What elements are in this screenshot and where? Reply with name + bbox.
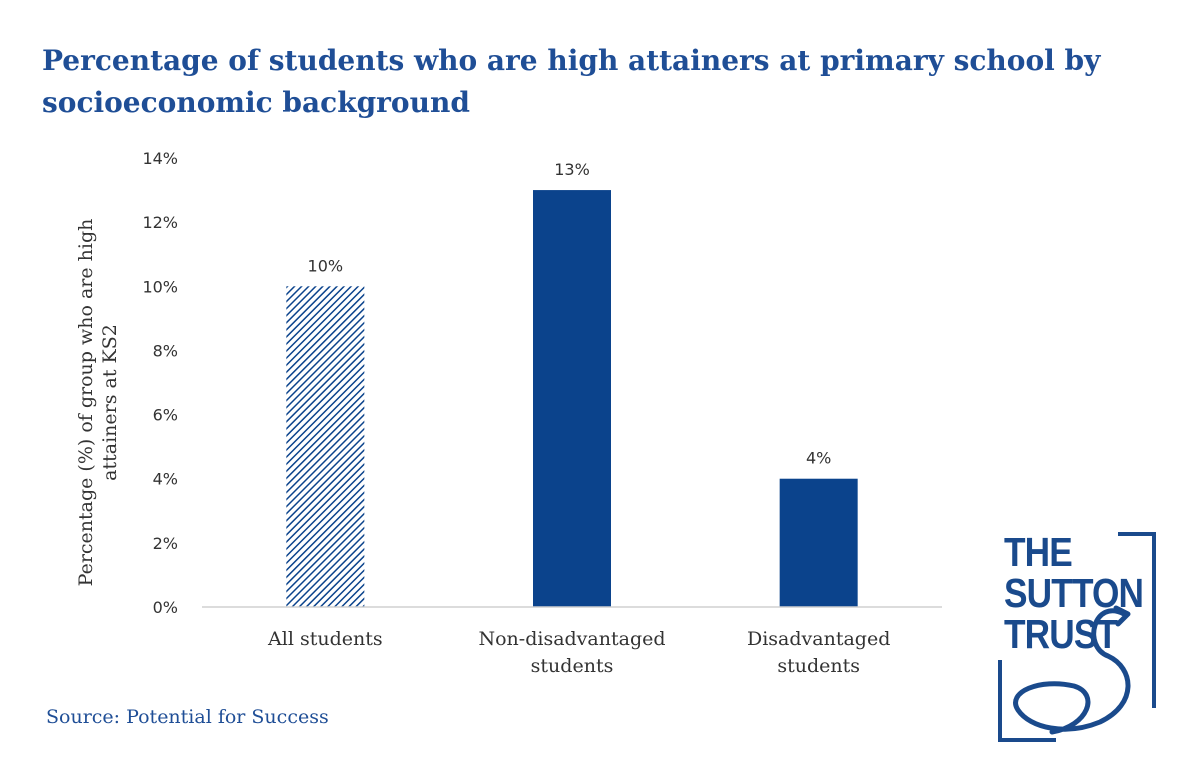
bar [533,190,611,608]
y-tick-label: 8% [153,341,178,360]
data-label: 13% [554,160,590,179]
y-tick-label: 14% [142,149,178,168]
logo-line: SUTTON [1004,570,1144,616]
data-label: 4% [806,449,831,468]
bar [779,478,858,607]
x-tick-label: Disadvantaged students [747,628,890,677]
y-tick-label: 12% [142,213,178,232]
logo-frame-icon [998,532,1156,742]
y-tick-label: 10% [142,277,178,296]
chart-title: Percentage of students who are high atta… [42,44,1101,119]
y-tick-label: 0% [153,598,178,617]
bar [286,286,365,607]
logo-line: TRUST [1004,611,1118,657]
y-tick-label: 2% [153,534,178,553]
logo-line: THE [1004,529,1073,575]
x-tick-label: All students [267,628,383,650]
y-axis-label: Percentage (%) of group who are high atta… [75,219,121,587]
logo-wordmark: THE SUTTON TRUST [1004,529,1144,657]
sutton-trust-logo: THE SUTTON TRUST [996,528,1162,750]
x-tick-label: Non-disadvantaged students [478,628,665,677]
source-note: Source: Potential for Success [46,706,329,728]
y-tick-label: 6% [153,406,178,425]
data-label: 10% [308,256,344,275]
y-tick-label: 4% [153,470,178,489]
